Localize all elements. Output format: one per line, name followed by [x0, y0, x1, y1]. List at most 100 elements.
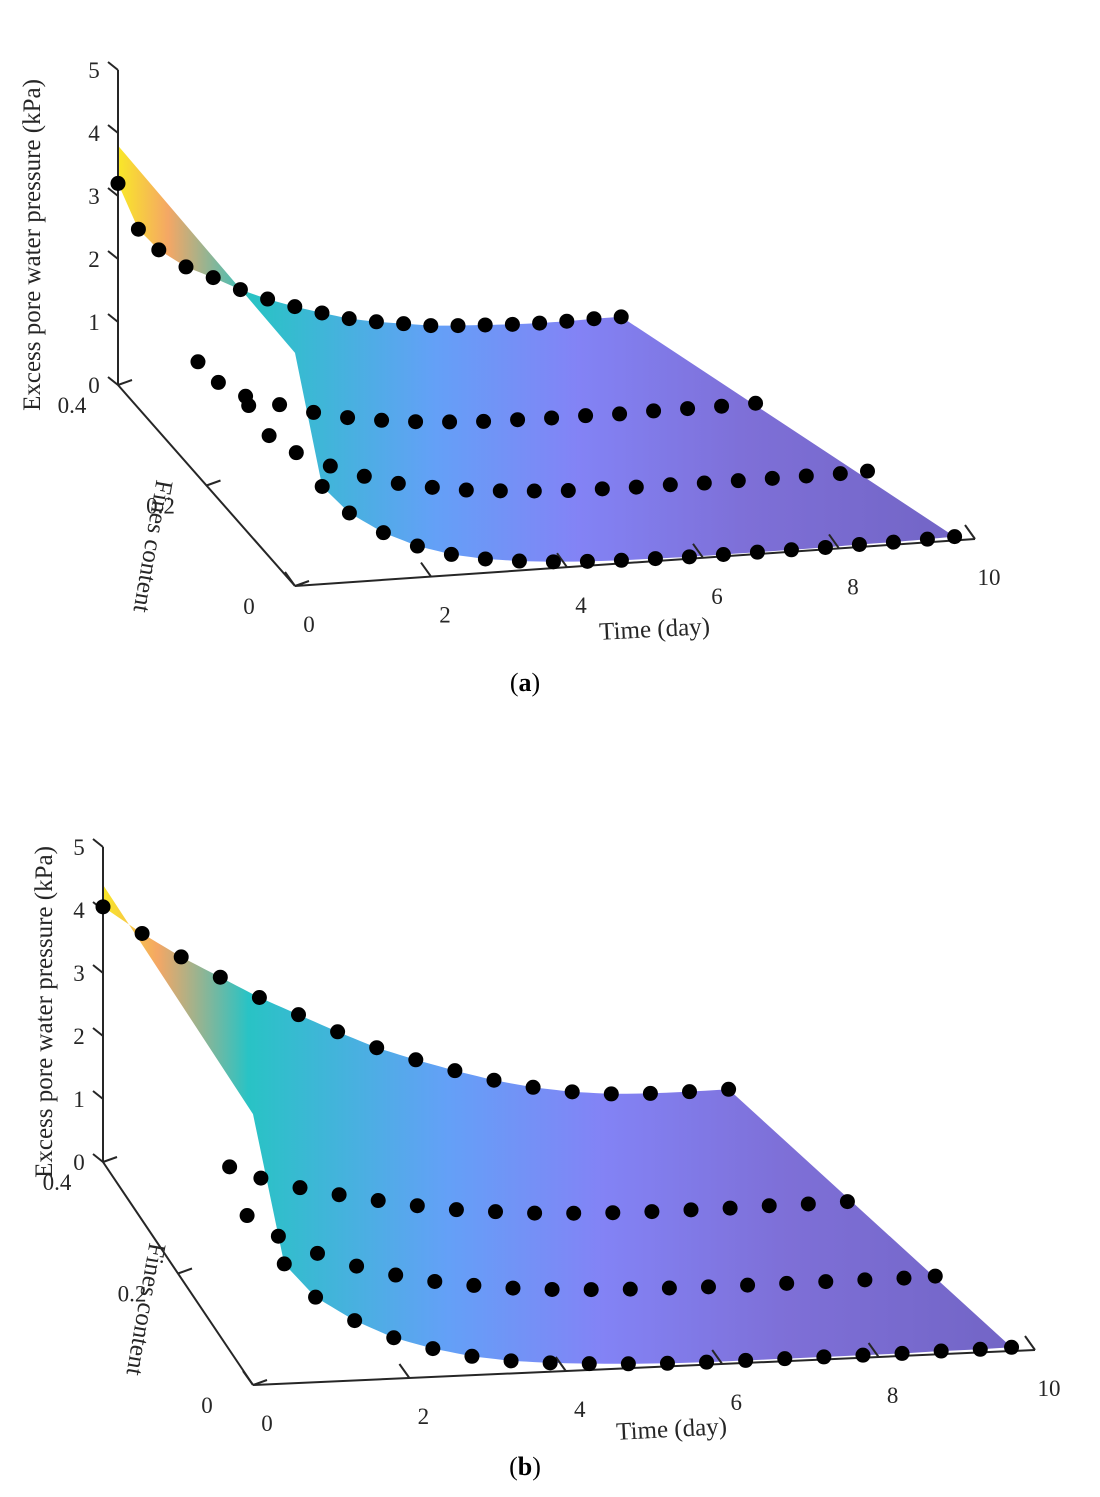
z-tick-label: 3: [73, 961, 85, 986]
x-tick: [828, 533, 840, 549]
caption-b: (b): [509, 1452, 541, 1481]
data-point: [210, 374, 226, 390]
data-point: [409, 1198, 425, 1214]
data-point: [308, 1289, 324, 1305]
data-point: [505, 1280, 521, 1296]
data-point: [545, 554, 561, 570]
z-tick-label: 1: [73, 1087, 85, 1112]
data-point: [375, 525, 391, 541]
data-point: [647, 551, 663, 567]
x-tick-label: 0: [261, 1411, 273, 1436]
data-point: [212, 969, 228, 985]
data-point: [544, 1281, 560, 1297]
z-tick-label: 1: [88, 310, 100, 335]
data-point: [579, 553, 595, 569]
data-point: [110, 175, 126, 191]
series-1: [190, 354, 764, 430]
x-tick: [554, 1356, 567, 1372]
data-point: [261, 428, 277, 444]
data-point: [855, 1347, 871, 1363]
data-point: [612, 406, 628, 422]
x-tick-label: 2: [418, 1404, 430, 1429]
data-point: [424, 479, 440, 495]
data-point: [447, 1063, 463, 1079]
series-3: [276, 1256, 1020, 1372]
data-point: [239, 1208, 255, 1224]
y-tick: [117, 379, 133, 386]
data-point: [510, 412, 526, 428]
data-point: [896, 1270, 912, 1286]
data-point: [662, 477, 678, 493]
z-tick: [107, 250, 119, 260]
x-tick-label: 4: [575, 593, 587, 618]
y-tick-label: 0: [243, 594, 255, 619]
data-point: [783, 542, 799, 558]
data-point: [178, 259, 194, 275]
x-tick-label: 10: [1038, 1376, 1061, 1401]
data-point: [583, 1282, 599, 1298]
x-tick: [964, 524, 976, 540]
y-tick: [177, 1267, 193, 1275]
z-tick-label: 2: [73, 1024, 85, 1049]
x-tick-label: 4: [574, 1397, 586, 1422]
z-tick: [107, 187, 119, 197]
data-point: [722, 1200, 738, 1216]
data-point: [309, 1245, 325, 1261]
series-2: [241, 398, 875, 499]
data-point: [659, 1355, 675, 1371]
data-point: [594, 481, 610, 497]
z-tick: [92, 1027, 104, 1037]
x-tick-label: 6: [730, 1390, 742, 1415]
x-tick-label: 0: [303, 612, 315, 637]
data-point: [527, 1205, 543, 1221]
data-point: [349, 1258, 365, 1274]
data-point: [748, 395, 764, 411]
data-point: [947, 529, 963, 545]
y-axis-label: Fines content: [120, 1241, 170, 1378]
data-point: [740, 1277, 756, 1293]
x-tick-label: 6: [711, 584, 723, 609]
z-axis-label: Excess pore water pressure (kPa): [19, 79, 46, 411]
y-tick: [102, 1156, 118, 1163]
y-tick-label: 0.4: [58, 393, 87, 418]
data-point: [488, 1204, 504, 1220]
data-point: [832, 466, 848, 482]
data-point: [542, 1355, 558, 1371]
data-point: [504, 316, 520, 332]
x-tick-label: 8: [847, 574, 859, 599]
data-point: [272, 397, 288, 413]
data-point: [532, 315, 548, 331]
data-point: [919, 531, 935, 547]
data-point: [646, 403, 662, 419]
fitted-surface: [118, 145, 955, 562]
data-point: [696, 475, 712, 491]
data-point: [816, 1349, 832, 1365]
data-point: [476, 413, 492, 429]
data-point: [779, 1275, 795, 1291]
x-tick: [420, 562, 432, 578]
z-tick-label: 3: [88, 184, 100, 209]
z-tick: [92, 964, 104, 974]
data-point: [628, 479, 644, 495]
z-tick: [92, 1153, 104, 1163]
data-point: [933, 1343, 949, 1359]
z-tick: [107, 61, 119, 71]
data-point: [586, 311, 602, 327]
data-point: [341, 311, 357, 327]
data-point: [134, 925, 150, 941]
data-point: [566, 1205, 582, 1221]
z-tick-label: 0: [73, 1150, 85, 1175]
data-point: [681, 549, 697, 565]
data-point: [578, 408, 594, 424]
data-point: [448, 1202, 464, 1218]
data-point: [466, 1277, 482, 1293]
data-point: [130, 221, 146, 237]
data-point: [564, 1084, 580, 1100]
data-point: [927, 1268, 943, 1284]
z-tick-label: 5: [88, 58, 100, 83]
data-point: [388, 1267, 404, 1283]
data-point: [396, 316, 412, 332]
data-point: [253, 1170, 269, 1186]
data-point: [314, 478, 330, 494]
